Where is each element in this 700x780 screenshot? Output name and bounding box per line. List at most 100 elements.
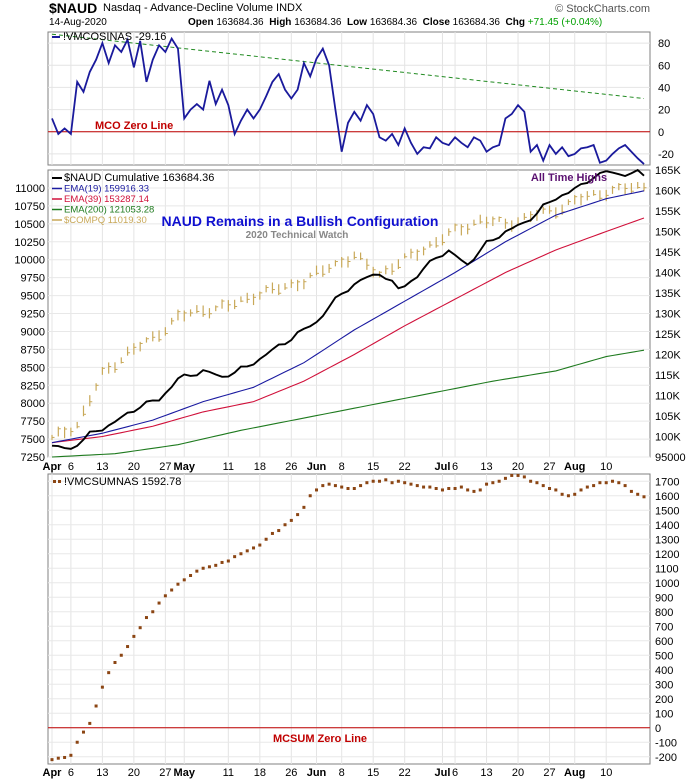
ema200-legend-label: EMA(200) 121053.28 xyxy=(64,205,154,216)
mcsum-point xyxy=(579,488,583,492)
mcsum-ytick-label: 500 xyxy=(655,650,673,662)
mcsum-point xyxy=(642,495,646,499)
mcsum-point xyxy=(315,488,319,492)
mcsum-point xyxy=(296,513,300,517)
naud-left-tick-label: 10500 xyxy=(14,219,45,231)
mcsum-point xyxy=(403,481,407,485)
naud-left-tick-label: 9250 xyxy=(21,309,45,321)
mcsum-point xyxy=(573,492,577,496)
mcsum-point xyxy=(308,494,312,498)
symbol-name: Nasdaq - Advance-Decline Volume INDX xyxy=(103,2,303,14)
mcsum-point xyxy=(636,492,640,496)
mcsum-point xyxy=(371,479,375,483)
bottom-x-axis-tick-label: 13 xyxy=(480,767,492,779)
ema19-line xyxy=(51,190,645,444)
middle-x-axis-tick-label: 8 xyxy=(339,461,345,473)
naud-right-tick-label: 110K xyxy=(655,391,681,403)
quote-date: 14-Aug-2020 xyxy=(49,17,107,28)
mcsum-point xyxy=(541,484,545,488)
mcsum-point xyxy=(604,481,608,485)
mcsum-point xyxy=(566,494,570,498)
mcsum-point xyxy=(529,479,533,483)
bottom-x-axis-tick-label: May xyxy=(174,767,196,779)
bottom-x-axis-tick-label: Jun xyxy=(307,767,327,779)
middle-x-axis-tick-label: 22 xyxy=(399,461,411,473)
naud-right-tick-label: 140K xyxy=(655,268,681,280)
bottom-x-axis-tick-label: 11 xyxy=(223,767,234,779)
naud-left-tick-label: 10000 xyxy=(14,255,45,267)
mcsum-panel-title: !VMCSUMNAS 1592.78 xyxy=(64,476,181,488)
mcsum-point xyxy=(447,487,451,490)
mcsum-ytick-label: 600 xyxy=(655,636,673,648)
mco-series-line xyxy=(51,36,645,165)
middle-x-axis-tick-label: 13 xyxy=(480,461,492,473)
naud-right-tick-label: 120K xyxy=(655,350,681,362)
mcsum-point xyxy=(176,582,180,586)
middle-x-axis-tick-label: 27 xyxy=(159,461,171,473)
mcsum-point xyxy=(63,755,67,759)
mcsum-point xyxy=(107,671,111,675)
all-time-highs-label: All Time Highs xyxy=(531,172,607,184)
mcsum-point xyxy=(434,487,438,490)
mcsum-point xyxy=(592,484,596,488)
mcsum-point xyxy=(516,473,520,477)
mcsum-point xyxy=(182,578,186,582)
middle-x-axis-tick-label: Jul xyxy=(435,461,451,473)
naud-right-tick-label: 165K xyxy=(655,165,681,177)
mcsum-point xyxy=(629,489,633,493)
bottom-x-axis-tick-label: 27 xyxy=(543,767,555,779)
mcsum-point xyxy=(94,704,98,708)
mcsum-point xyxy=(485,482,489,486)
stockcharts-watermark[interactable]: © StockCharts.com xyxy=(555,3,650,15)
naud-legend-label: $NAUD Cumulative 163684.36 xyxy=(64,172,214,184)
mco-panel-title: !VMCOSINAS -29.16 xyxy=(63,31,166,43)
mcsum-ytick-label: 0 xyxy=(655,723,661,735)
mcsum-legend-swatch xyxy=(58,480,61,483)
naud-annotation-subtitle: 2020 Technical Watch xyxy=(246,230,349,241)
naud-right-tick-label: 105K xyxy=(655,411,681,423)
naud-left-tick-label: 9500 xyxy=(21,291,45,303)
quote-line: Open 163684.36 High 163684.36 Low 163684… xyxy=(188,17,602,28)
mcsum-ytick-label: 200 xyxy=(655,694,673,706)
mcsum-point xyxy=(239,552,243,556)
naud-left-tick-label: 9750 xyxy=(21,273,45,285)
mcsum-ytick-label: 1100 xyxy=(655,563,679,575)
mcsum-ytick-label: 700 xyxy=(655,621,673,633)
mcsum-point xyxy=(359,484,363,488)
mcsum-point xyxy=(119,653,123,657)
naud-right-tick-label: 125K xyxy=(655,329,681,341)
bottom-x-axis-tick-label: Jul xyxy=(435,767,451,779)
mcsum-ytick-label: -100 xyxy=(655,737,677,749)
middle-x-axis-tick-label: 15 xyxy=(367,461,379,473)
middle-x-axis-tick-label: 6 xyxy=(452,461,458,473)
mco-ytick-label: -20 xyxy=(658,149,674,161)
mcsum-point xyxy=(352,487,356,490)
mcsum-point xyxy=(377,479,381,483)
mcsum-point xyxy=(497,479,501,483)
ema39-legend-label: EMA(39) 153287.14 xyxy=(64,194,149,205)
naud-left-tick-label: 7500 xyxy=(21,434,45,446)
mcsum-point xyxy=(302,505,306,509)
mcsum-point xyxy=(548,487,552,490)
ema39-line xyxy=(51,217,645,444)
low-value: 163684.36 xyxy=(369,17,418,28)
mcsum-point xyxy=(113,661,117,664)
bottom-x-axis-tick-label: 22 xyxy=(399,767,411,779)
naud-left-tick-label: 7750 xyxy=(21,416,45,428)
mcsum-point xyxy=(466,488,470,492)
mcsum-point xyxy=(283,523,287,527)
mcsum-point xyxy=(277,529,281,533)
middle-x-axis-tick-label: 11 xyxy=(223,461,234,473)
naud-left-tick-label: 8750 xyxy=(21,344,45,356)
mcsum-point xyxy=(522,475,526,479)
naud-left-tick-label: 11000 xyxy=(15,183,45,195)
naud-right-tick-label: 95000 xyxy=(655,452,686,464)
mco-ytick-label: 60 xyxy=(658,60,670,72)
mcsum-point xyxy=(144,616,148,620)
bottom-x-axis-tick-label: 20 xyxy=(512,767,524,779)
mcsum-point xyxy=(340,485,344,489)
low-label: Low xyxy=(347,17,368,28)
high-value: 163684.36 xyxy=(294,17,342,28)
mco-ytick-label: 40 xyxy=(658,82,670,94)
middle-x-axis-tick-label: Jun xyxy=(307,461,327,473)
